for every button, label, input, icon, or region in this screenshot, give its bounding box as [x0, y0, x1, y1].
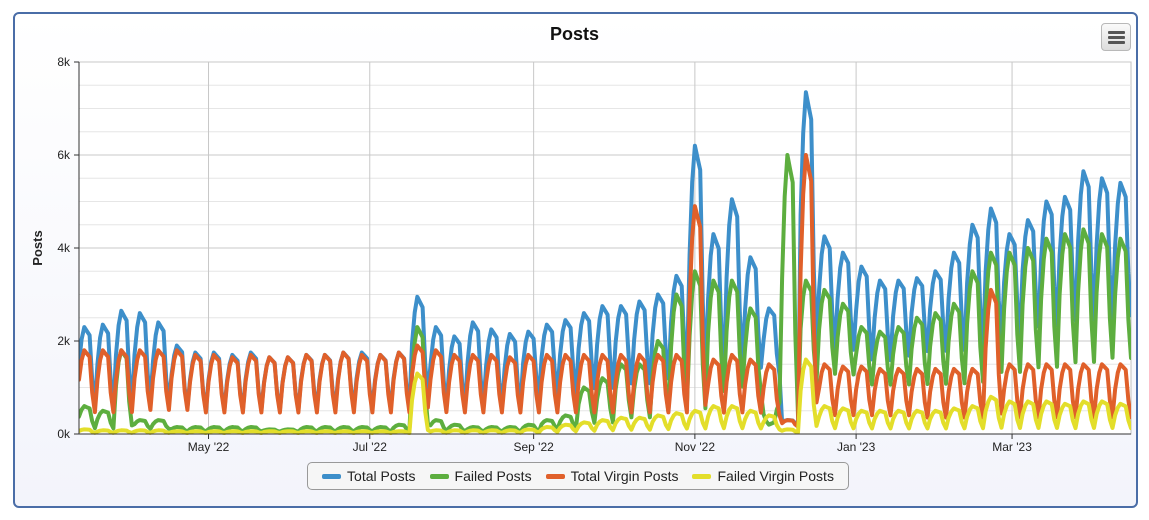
- menu-icon-bar: [1108, 36, 1125, 39]
- series-line-failed-posts: [79, 153, 1131, 434]
- x-tick-label: Nov '22: [675, 440, 716, 454]
- series-layer: [79, 90, 1131, 435]
- chart-menu-button[interactable]: [1101, 23, 1131, 51]
- series-line-failed-virgin-posts: [79, 357, 1131, 435]
- legend-swatch-failed-posts: [429, 473, 449, 479]
- legend-label: Failed Virgin Posts: [717, 468, 834, 484]
- menu-icon: [1108, 31, 1125, 34]
- legend-label: Total Virgin Posts: [570, 468, 679, 484]
- legend-item-failed-posts[interactable]: Failed Posts: [429, 468, 532, 484]
- series-line-total-virgin-posts: [79, 153, 1131, 429]
- y-tick-label: 8k: [57, 55, 71, 69]
- x-ticks: May '22 Jul '22 Sep '22 Nov '22 Jan '23 Mar '…: [188, 434, 1032, 454]
- legend-swatch-failed-virgin-posts: [692, 473, 712, 479]
- menu-icon-bar: [1108, 41, 1125, 44]
- legend-swatch-total-posts: [322, 473, 342, 479]
- legend: Total Posts Failed Posts Total Virgin Po…: [307, 462, 849, 490]
- y-ticks: 0k 2k 4k 6k 8k: [57, 55, 79, 441]
- y-tick-label: 4k: [57, 241, 71, 255]
- x-tick-label: Sep '22: [513, 440, 554, 454]
- y-tick-label: 0k: [57, 427, 71, 441]
- x-tick-label: Jul '22: [353, 440, 388, 454]
- chart-title: Posts: [549, 24, 600, 44]
- legend-item-total-virgin-posts[interactable]: Total Virgin Posts: [545, 468, 679, 484]
- x-tick-label: May '22: [188, 440, 230, 454]
- y-tick-label: 6k: [57, 148, 71, 162]
- legend-item-failed-virgin-posts[interactable]: Failed Virgin Posts: [692, 468, 834, 484]
- legend-label: Failed Posts: [454, 468, 532, 484]
- legend-label: Total Posts: [347, 468, 416, 484]
- legend-item-total-posts[interactable]: Total Posts: [322, 468, 416, 484]
- y-tick-label: 2k: [57, 334, 71, 348]
- y-axis-label: Posts: [30, 230, 45, 265]
- x-tick-label: Mar '23: [992, 440, 1032, 454]
- legend-swatch-total-virgin-posts: [545, 473, 565, 479]
- x-tick-label: Jan '23: [837, 440, 876, 454]
